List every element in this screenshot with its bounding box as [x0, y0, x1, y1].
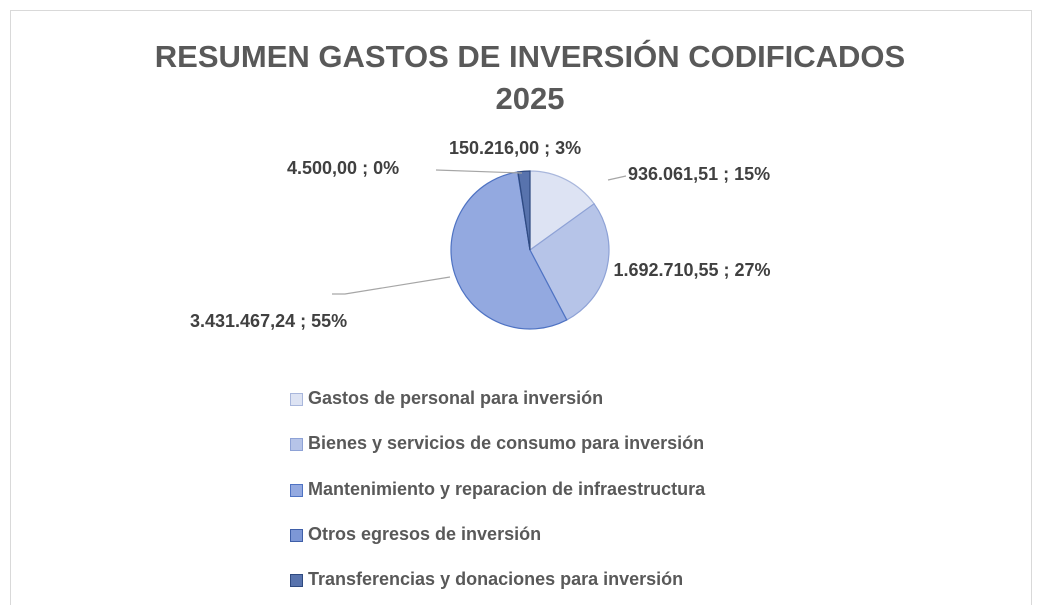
- pie-slice: [529, 202, 610, 321]
- legend-label: Transferencias y donaciones para inversi…: [308, 569, 684, 590]
- leader-line: [435, 169, 523, 174]
- legend-swatch: [290, 438, 303, 452]
- leader-line: [607, 175, 627, 181]
- legend-swatch: [290, 393, 303, 406]
- chart-title: RESUMEN GASTOS DE INVERSIÓN CODIFICADOS …: [154, 39, 906, 116]
- data-label: 1.692.710,55 ; 27%: [613, 260, 771, 280]
- data-label: 936.061,51 ; 15%: [628, 164, 771, 184]
- legend-swatch: [290, 528, 303, 542]
- leader-line: [332, 276, 451, 295]
- data-label: 150.216,00 ; 3%: [449, 138, 582, 158]
- data-label: 4.500,00 ; 0%: [287, 158, 400, 178]
- pie-slice: [529, 170, 595, 252]
- legend-label: Otros egresos de inversión: [308, 523, 542, 544]
- pie-slice: [517, 170, 531, 251]
- legend-swatch: [290, 574, 303, 588]
- data-label: 3.431.467,24 ; 55%: [190, 311, 348, 331]
- legend-label: Mantenimiento y reparacion de infraestru…: [308, 478, 706, 499]
- chart-border: [10, 10, 1032, 605]
- legend-swatch: [290, 483, 303, 497]
- legend-label: Gastos de personal para inversión: [308, 388, 604, 408]
- legend-label: Bienes y servicios de consumo para inver…: [308, 433, 705, 454]
- pie-slice: [450, 171, 568, 330]
